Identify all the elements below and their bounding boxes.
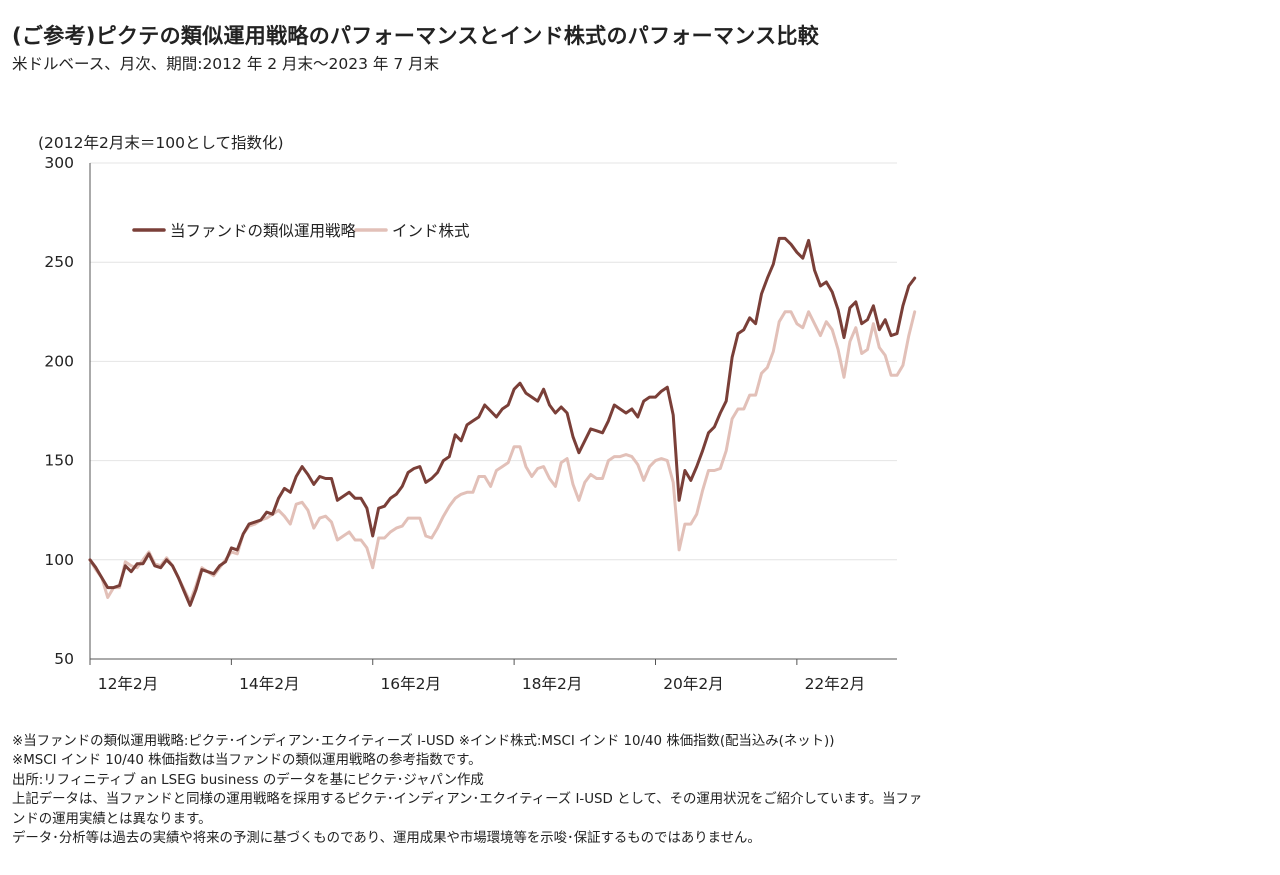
x-axis-tick-labels: 12年2月 14年2月 16年2月 18年2月 20年2月 22年2月 (98, 675, 865, 693)
grid-lines (90, 162, 897, 561)
footnote-line: 出所:リフィニティブ an LSEG business のデータを基にピクテ･ジ… (12, 772, 484, 788)
x-tick-label: 20年2月 (663, 675, 724, 693)
y-tick-label: 200 (44, 352, 74, 370)
x-tick-label: 14年2月 (239, 675, 300, 693)
x-tick-label: 12年2月 (98, 675, 159, 693)
axes (89, 163, 897, 665)
footnote-line: 上記データは、当ファンドと同様の運用戦略を採用するピクテ･インディアン･エクイテ… (12, 792, 923, 808)
legend-background (124, 208, 474, 260)
y-axis-tick-labels: 50 100 150 200 250 300 (44, 154, 74, 668)
legend-label: インド株式 (392, 222, 470, 240)
footnote-line: ンドの運用実績とは異なります。 (12, 811, 212, 827)
line-chart: 50 100 150 200 250 300 12年2月 14年2月 16年2月 18年2月 20… (38, 134, 917, 693)
x-tick-label: 18年2月 (522, 675, 583, 693)
x-tick-label: 22年2月 (805, 675, 866, 693)
y-tick-label: 50 (54, 650, 74, 668)
footnote-line: データ･分析等は過去の実績や将来の予測に基づくものであり、運用成果や市場環境等を… (12, 831, 761, 847)
y-tick-label: 250 (44, 253, 74, 271)
footnotes: ※当ファンドの類似運用戦略:ピクテ･インディアン･エクイティーズ I-USD ※… (12, 732, 1012, 848)
series-lines (88, 236, 917, 607)
y-tick-label: 300 (44, 154, 74, 172)
legend-label: 当ファンドの類似運用戦略 (170, 222, 357, 240)
x-tick-label: 16年2月 (380, 675, 441, 693)
footnote-line: ※当ファンドの類似運用戦略:ピクテ･インディアン･エクイティーズ I-USD ※… (12, 734, 835, 749)
series-line-fund (88, 236, 917, 607)
y-tick-label: 150 (44, 452, 74, 470)
series-line-index (88, 310, 917, 603)
footnote-line: ※MSCI インド 10/40 株価指数は当ファンドの類似運用戦略の参考指数です… (12, 753, 482, 769)
y-tick-label: 100 (44, 551, 74, 569)
chart-title: (ご参考)ピクテの類似運用戦略のパフォーマンスとインド株式のパフォーマンス比較 (12, 24, 820, 48)
chart-subtitle: 米ドルベース、月次、期間:2012 年 2 月末～2023 年 7 月末 (12, 55, 440, 73)
legend: 当ファンドの類似運用戦略 インド株式 (124, 208, 474, 260)
y-axis-unit-label: (2012年2月末＝100として指数化) (38, 134, 284, 152)
